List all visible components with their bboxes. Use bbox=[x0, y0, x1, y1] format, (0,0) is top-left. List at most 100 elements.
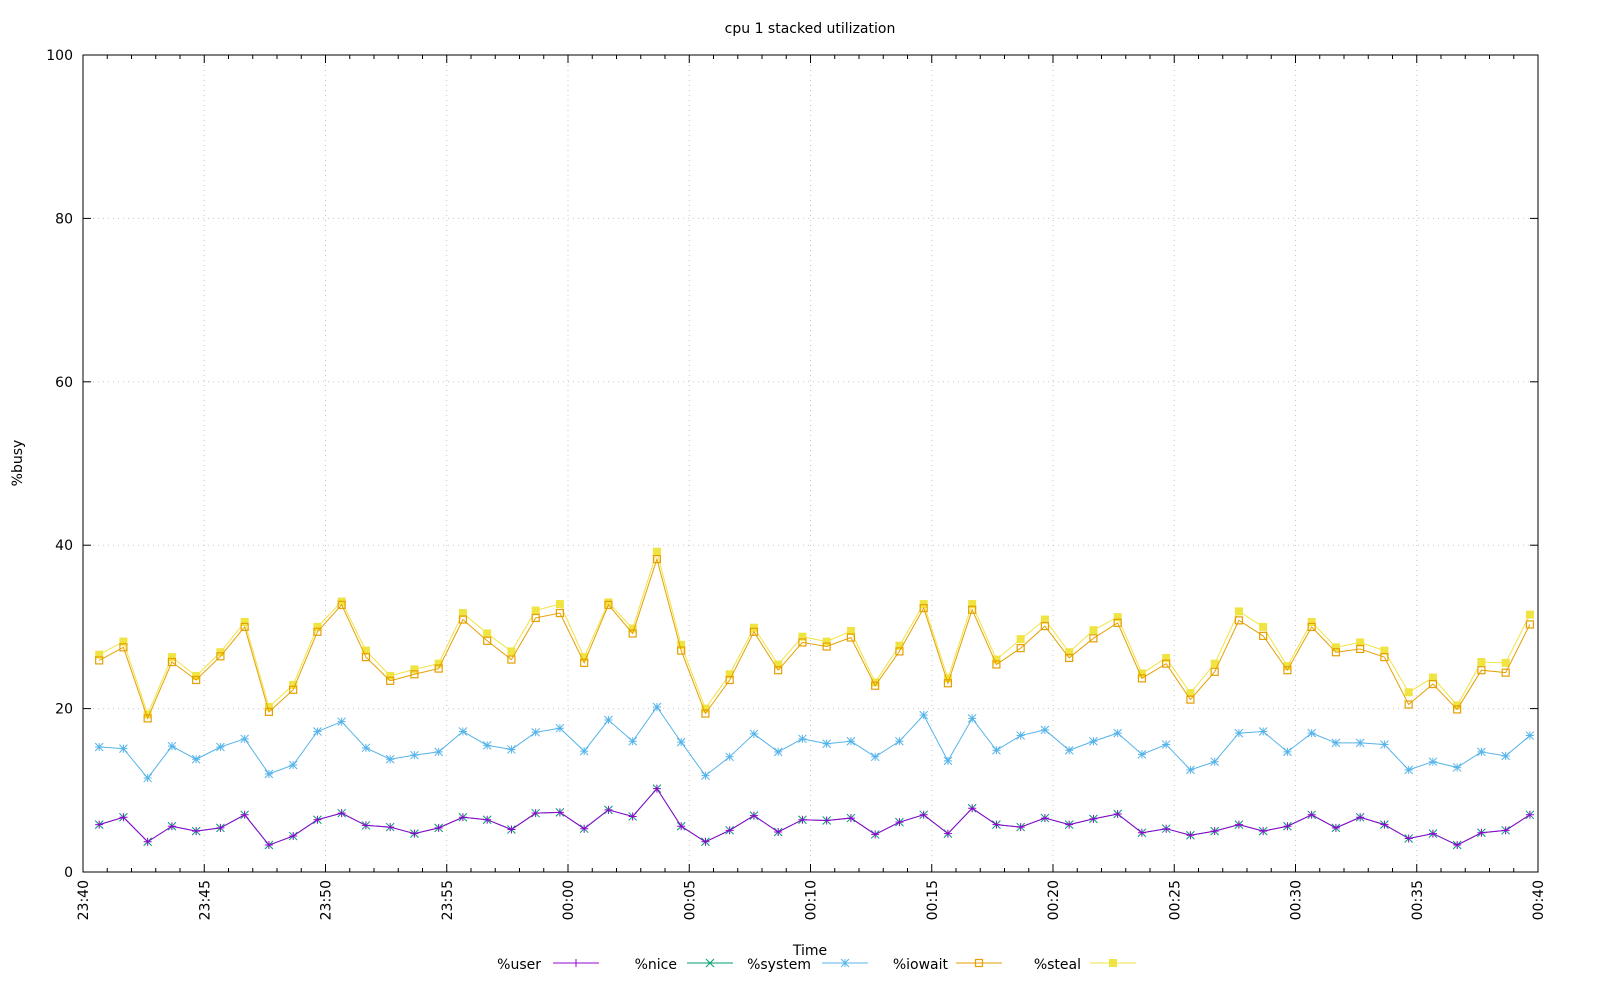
data-point bbox=[871, 681, 880, 690]
data-point bbox=[216, 742, 225, 752]
data-point bbox=[992, 655, 1001, 664]
data-point bbox=[968, 600, 977, 609]
series-system bbox=[94, 702, 1535, 783]
data-point bbox=[943, 679, 953, 688]
data-point bbox=[1186, 689, 1195, 698]
data-point bbox=[774, 827, 783, 836]
data-point bbox=[167, 657, 177, 667]
axes: 0 20 40 60 80 100 23:40 23:45 23:50 23:55 00:00 00:… bbox=[46, 48, 1547, 920]
data-point bbox=[95, 820, 104, 829]
data-point bbox=[579, 746, 589, 756]
data-point bbox=[1089, 626, 1098, 635]
data-point bbox=[410, 750, 419, 760]
data-point bbox=[531, 606, 540, 615]
data-point bbox=[143, 837, 152, 846]
data-point bbox=[1428, 673, 1437, 682]
data-point bbox=[240, 622, 249, 632]
data-point bbox=[774, 660, 783, 669]
x-tick-label: 00:40 bbox=[1531, 880, 1547, 920]
data-point bbox=[1283, 666, 1292, 675]
data-point bbox=[1259, 622, 1268, 631]
data-point bbox=[386, 823, 395, 832]
data-point bbox=[992, 660, 1001, 669]
data-point bbox=[167, 822, 176, 831]
data-point bbox=[313, 627, 322, 636]
data-point bbox=[677, 646, 686, 655]
data-point bbox=[119, 643, 128, 652]
data-point bbox=[337, 717, 347, 727]
data-point bbox=[1234, 616, 1244, 625]
x-tick-label: 23:50 bbox=[319, 880, 335, 920]
data-point bbox=[1016, 635, 1025, 644]
data-point bbox=[361, 743, 371, 753]
data-point bbox=[1283, 822, 1292, 831]
data-point bbox=[580, 658, 589, 667]
data-point bbox=[1064, 745, 1074, 755]
data-point bbox=[507, 655, 516, 664]
data-point bbox=[531, 727, 541, 737]
data-point bbox=[1380, 740, 1389, 749]
data-point bbox=[846, 633, 856, 642]
data-point bbox=[725, 752, 735, 762]
data-point bbox=[1404, 688, 1413, 697]
data-point bbox=[798, 734, 807, 744]
data-point bbox=[1113, 618, 1122, 627]
legend-item: %steal bbox=[1034, 957, 1136, 973]
data-point bbox=[458, 609, 467, 618]
legend-label: %steal bbox=[1034, 957, 1081, 973]
data-point bbox=[1428, 679, 1438, 689]
data-point bbox=[628, 624, 637, 633]
data-point bbox=[1210, 659, 1219, 668]
data-point bbox=[1137, 749, 1147, 759]
data-point bbox=[1307, 728, 1317, 738]
data-point bbox=[1307, 810, 1316, 819]
data-point bbox=[992, 820, 1001, 829]
series-group bbox=[94, 547, 1535, 850]
data-point bbox=[895, 647, 904, 656]
y-axis-label: %busy bbox=[10, 440, 26, 487]
data-point bbox=[410, 829, 419, 838]
data-point bbox=[1065, 820, 1074, 829]
data-point bbox=[1307, 617, 1316, 626]
data-point bbox=[798, 638, 807, 647]
series-user bbox=[95, 784, 1534, 850]
data-point bbox=[555, 808, 564, 817]
data-point bbox=[264, 707, 274, 716]
data-point bbox=[1186, 765, 1195, 775]
data-point bbox=[968, 804, 977, 813]
data-point bbox=[871, 830, 880, 839]
data-point bbox=[1137, 674, 1147, 683]
legend-marker bbox=[1109, 959, 1117, 967]
data-point bbox=[1355, 738, 1365, 748]
data-point bbox=[1016, 731, 1026, 740]
data-point bbox=[507, 745, 516, 754]
data-point bbox=[1259, 827, 1268, 836]
legend-label: %user bbox=[497, 957, 541, 973]
data-point bbox=[652, 702, 662, 712]
data-point bbox=[507, 647, 516, 656]
data-point bbox=[943, 829, 952, 838]
data-point bbox=[167, 741, 177, 751]
data-point bbox=[1404, 834, 1413, 843]
data-point bbox=[1113, 728, 1123, 738]
data-point bbox=[483, 629, 492, 638]
data-point bbox=[410, 670, 419, 679]
y-tick-label: 60 bbox=[55, 375, 73, 391]
x-tick-label: 00:10 bbox=[804, 880, 820, 920]
data-point bbox=[1161, 740, 1171, 749]
series-nice bbox=[94, 784, 1535, 850]
data-point bbox=[895, 736, 904, 746]
data-point bbox=[967, 714, 977, 723]
data-point bbox=[434, 664, 443, 673]
data-point bbox=[1453, 705, 1462, 714]
plot-border bbox=[82, 54, 1539, 873]
data-point bbox=[822, 816, 831, 825]
data-point bbox=[725, 826, 734, 835]
data-point bbox=[870, 752, 880, 762]
data-point bbox=[604, 805, 613, 814]
data-point bbox=[555, 600, 564, 609]
data-point bbox=[1477, 828, 1486, 837]
data-point bbox=[1186, 831, 1195, 840]
data-point bbox=[119, 744, 128, 753]
data-point bbox=[1477, 658, 1486, 667]
